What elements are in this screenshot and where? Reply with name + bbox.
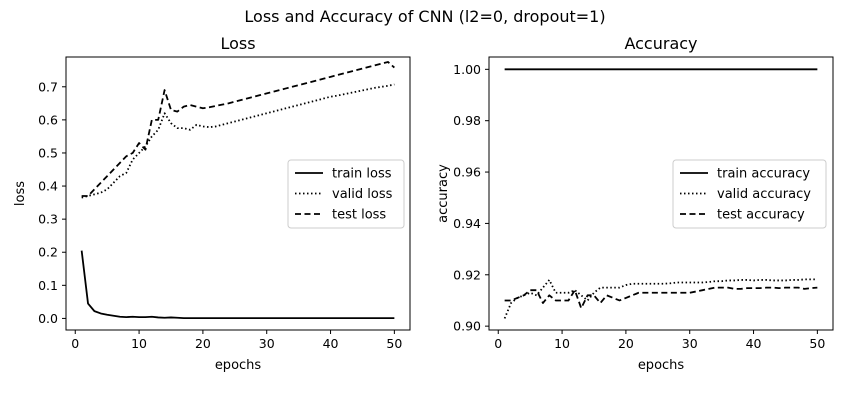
loss-panel: Loss 0 10 20 30 40 50 0.0 0.1 0.2 0.3 0.4 0.5 0.6 0.7 e… — [13, 34, 411, 373]
x-axis-label: epochs — [215, 358, 262, 373]
legend-box — [287, 159, 405, 229]
axes-title: Loss — [220, 34, 255, 53]
axes-frame — [65, 56, 411, 331]
y-tick-label: 0.4 — [38, 179, 58, 194]
x-tick-label: 20 — [195, 336, 211, 351]
y-tick-label: 0.96 — [453, 165, 481, 180]
y-tick-label: 0.0 — [38, 311, 58, 326]
y-tick-label: 0.2 — [38, 245, 58, 260]
legend-label: train accuracy — [717, 167, 810, 182]
y-tick-label: 0.90 — [453, 319, 481, 334]
y-tick-label: 1.00 — [453, 62, 481, 77]
legend-label: test accuracy — [717, 208, 805, 223]
accuracy-panel: Accuracy 0 10 20 30 40 50 0.90 0.92 0.94 0.96 0.98 1… — [436, 34, 834, 373]
series-line-valid-loss — [81, 83, 395, 199]
legend-label: train loss — [332, 167, 392, 182]
x-tick-label: 10 — [131, 336, 147, 351]
x-tick-label: 50 — [386, 336, 402, 351]
axes-frame — [488, 56, 834, 331]
legend-label: valid accuracy — [717, 187, 811, 202]
y-tick-label: 0.1 — [38, 278, 58, 293]
legend-box — [672, 159, 827, 229]
y-axis-label: accuracy — [436, 164, 451, 223]
series-line-valid-accuracy — [503, 278, 818, 319]
y-tick-label: 0.7 — [38, 79, 58, 94]
y-tick-label: 0.3 — [38, 212, 58, 227]
x-tick-label: 0 — [71, 336, 79, 351]
legend: train loss valid loss test loss — [287, 159, 405, 229]
y-tick-label: 0.98 — [453, 113, 481, 128]
series-line-test-accuracy — [504, 286, 818, 310]
y-axis-label: loss — [13, 181, 28, 206]
figure-title: Loss and Accuracy of CNN (l2=0, dropout=… — [244, 7, 605, 26]
y-tick-label: 0.92 — [453, 267, 481, 282]
series-line-test-loss — [81, 61, 395, 197]
axes-title: Accuracy — [624, 34, 697, 53]
x-tick-label: 40 — [746, 336, 762, 351]
y-tick-label: 0.94 — [453, 216, 481, 231]
y-tick-label: 0.5 — [38, 145, 58, 160]
x-axis-label: epochs — [638, 358, 685, 373]
x-tick-label: 30 — [682, 336, 698, 351]
series-line-train-loss — [80, 250, 395, 319]
x-tick-label: 50 — [809, 336, 825, 351]
legend-label: valid loss — [332, 187, 393, 202]
x-tick-label: 40 — [323, 336, 339, 351]
y-tick-label: 0.6 — [38, 112, 58, 127]
legend-label: test loss — [332, 208, 386, 223]
legend: train accuracy valid accuracy test accurac… — [672, 159, 827, 229]
x-tick-label: 30 — [259, 336, 275, 351]
x-tick-label: 20 — [618, 336, 634, 351]
x-tick-label: 10 — [554, 336, 570, 351]
x-tick-label: 0 — [494, 336, 502, 351]
